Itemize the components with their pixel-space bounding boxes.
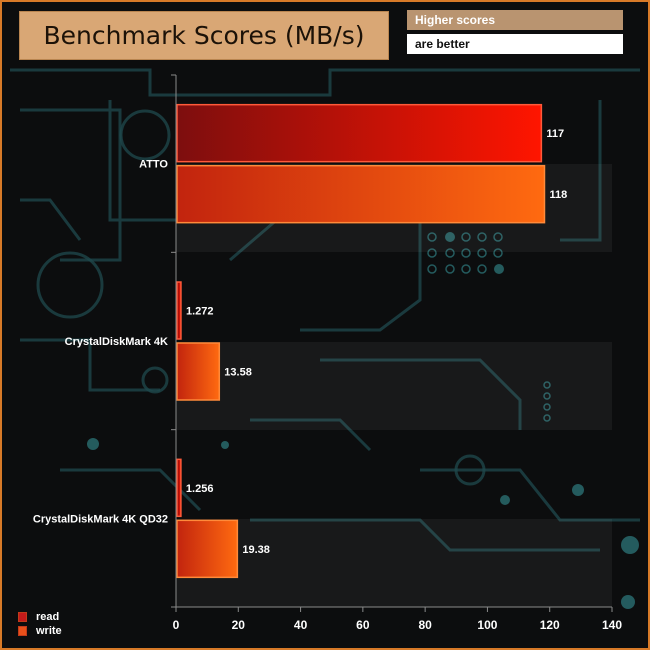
data-label-read-2: 1.256 [186,483,214,495]
category-label-0: ATTO [139,159,168,171]
bar-read-2 [176,458,182,518]
x-tick-label-3: 60 [356,618,370,632]
bar-write-1 [176,342,221,401]
legend-item-write: write [18,624,62,638]
data-label-write-1: 13.58 [224,367,252,379]
legend-swatch-read [18,612,27,622]
x-tick-label-2: 40 [294,618,308,632]
legend-label-write: write [36,625,62,637]
data-label-read-0: 117 [546,128,564,140]
x-tick-label-4: 80 [418,618,432,632]
legend: read write [18,610,62,638]
x-tick-label-6: 120 [540,618,560,632]
data-label-write-0: 118 [549,189,567,201]
data-label-read-1: 1.272 [186,306,214,318]
chart-title: Benchmark Scores (MB/s) [19,11,389,60]
bar-read-1 [176,281,182,340]
x-tick-label-7: 140 [602,618,622,632]
x-tick-label-5: 100 [477,618,497,632]
bar-read-0 [176,103,543,163]
category-label-2: CrystalDiskMark 4K QD32 [33,513,168,525]
legend-item-read: read [18,610,62,624]
bar-write-0 [176,164,546,224]
x-tick-label-0: 0 [173,618,180,632]
note-are-better: are better [407,34,623,54]
legend-label-read: read [36,611,60,623]
x-tick-label-1: 20 [232,618,246,632]
note-higher-scores: Higher scores [407,10,623,30]
data-label-write-2: 19.38 [242,544,270,556]
category-label-1: CrystalDiskMark 4K [65,336,168,348]
legend-swatch-write [18,626,27,636]
bar-write-2 [176,519,239,579]
